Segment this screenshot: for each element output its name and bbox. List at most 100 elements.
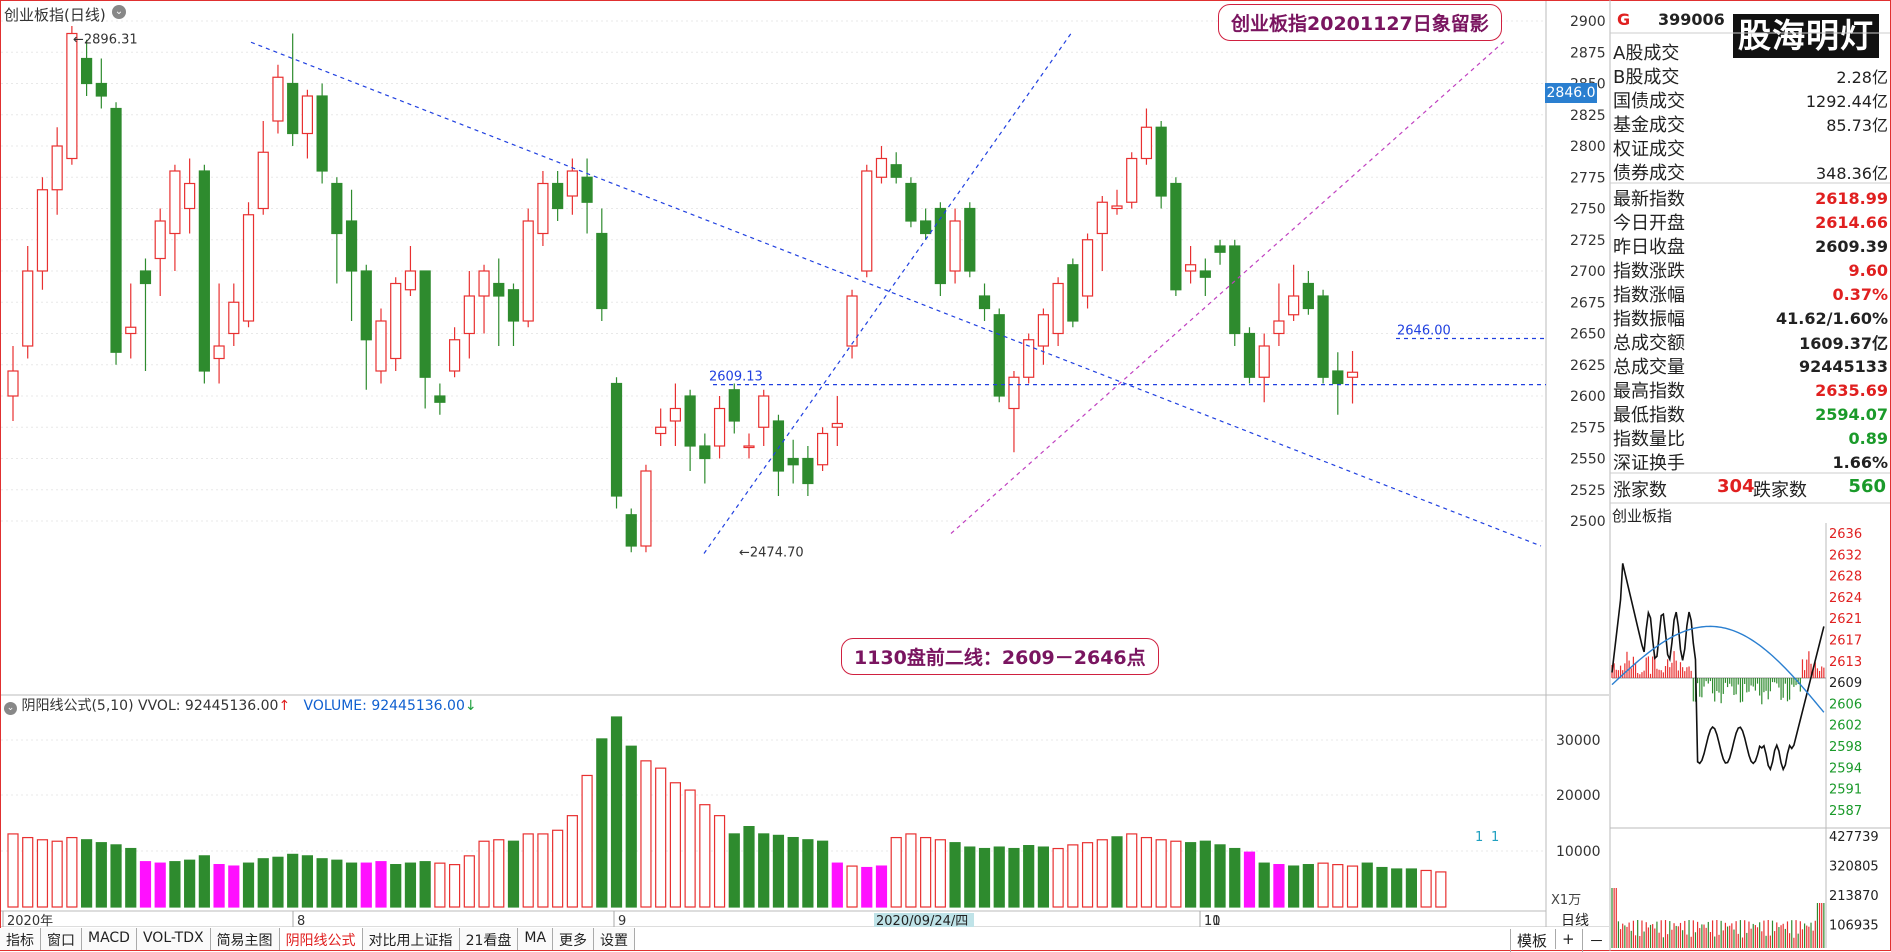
volume-bar: [1214, 844, 1226, 908]
candle-body: [22, 270, 34, 347]
volume-bar: [699, 804, 711, 908]
volume-bar: [345, 862, 358, 908]
stat-label: 指数量比: [1613, 429, 1685, 450]
volume-bar: [1332, 864, 1344, 908]
volume-bar: [1184, 842, 1197, 908]
chart-title: 创业板指(日线): [4, 6, 106, 24]
candle-body: [890, 164, 902, 178]
unit-label: X1万: [1551, 893, 1581, 908]
mini-volume-tick: 106935: [1829, 919, 1879, 934]
candle-body: [507, 289, 520, 322]
volume-bar: [1405, 868, 1418, 908]
stat-label: 今日开盘: [1613, 213, 1685, 234]
volume-bar: [125, 847, 137, 908]
volume-bar: [566, 815, 578, 908]
candle-body: [139, 270, 152, 285]
stat-value: 2609.39: [1815, 236, 1888, 256]
volume-label: VOLUME: 92445136.00: [303, 698, 465, 714]
volume-mark: 1: [1475, 830, 1483, 845]
tab-MACD[interactable]: MACD: [82, 928, 137, 950]
period-label: 日线: [1561, 913, 1589, 927]
stat-value: 0.89: [1848, 428, 1888, 448]
volume-bar: [1229, 847, 1241, 908]
candle-body: [993, 314, 1005, 397]
mini-price-tick: 2617: [1829, 634, 1862, 649]
stat-value: 2614.66: [1815, 212, 1888, 232]
tab-简易主图[interactable]: 简易主图: [210, 928, 280, 950]
volume-bar: [596, 738, 608, 908]
quote-panel-lines: [1609, 0, 1890, 951]
quote-row-label: 权证成交: [1613, 139, 1685, 160]
mini-price-tick: 2598: [1829, 740, 1862, 755]
intraday-chart[interactable]: 2636 2632 2628 2624 2621 2617 2613 2609 2606 2602…: [1610, 523, 1890, 948]
candle-body: [964, 207, 976, 272]
tab-阴阳线公式[interactable]: 阴阳线公式: [279, 928, 363, 950]
volume-bar: [610, 716, 623, 908]
candle-body: [1111, 205, 1123, 210]
candle-body: [66, 32, 78, 160]
volume-bar: [625, 745, 637, 908]
stat-value: 41.62/1.60%: [1776, 308, 1888, 328]
volume-bar: [640, 760, 652, 908]
candle-body: [625, 514, 637, 547]
callout-top: 创业板指20201127日象留影: [1218, 4, 1502, 41]
volume-settings-icon[interactable]: ⌄: [4, 702, 17, 715]
x-axis-label: 9: [618, 914, 626, 927]
template-button[interactable]: 模板: [1510, 929, 1553, 952]
x-axis-label: 10: [1204, 914, 1221, 927]
chart-settings-icon[interactable]: ⌄: [112, 5, 126, 19]
candle-body: [1288, 295, 1300, 316]
tab-设置[interactable]: 设置: [594, 928, 636, 950]
volume-bar: [934, 839, 946, 908]
volume-bar: [272, 856, 284, 908]
volume-bar: [1008, 847, 1020, 908]
stat-label: 最低指数: [1613, 405, 1685, 426]
y-tick-label: 2750: [1570, 202, 1606, 218]
zoom-out-button[interactable]: －: [1582, 929, 1610, 952]
candle-body: [669, 407, 682, 422]
tab-指标[interactable]: 指标: [0, 928, 41, 950]
volume-bar: [522, 833, 534, 908]
adv-value: 304: [1717, 476, 1755, 497]
zoom-in-button[interactable]: +: [1555, 929, 1581, 949]
tab-MA[interactable]: MA: [518, 928, 554, 950]
mini-price-line: [1611, 563, 1825, 772]
volume-bar: [184, 859, 196, 908]
quote-row-label: 国债成交: [1613, 91, 1685, 112]
indicator-tabs: 指标 窗口 MACD VOL-TDX 简易主图 阴阳线公式 对比用上证指 21看盘 MA 更多 设置: [0, 928, 1600, 950]
stat-label: 最高指数: [1613, 381, 1685, 402]
volume-y-tick: 30000: [1556, 733, 1601, 749]
stat-row: 深证换手 1.66%: [1613, 450, 1888, 475]
candle-body: [449, 339, 461, 372]
candle-body: [699, 445, 711, 460]
stat-label: 昨日收盘: [1613, 237, 1685, 258]
candle-body: [213, 345, 225, 360]
candle-body: [934, 207, 946, 285]
volume-bar: [213, 864, 225, 908]
dec-label: 跌家数: [1753, 480, 1807, 501]
stat-value: 2618.99: [1815, 188, 1888, 208]
mini-average-line: [1611, 625, 1825, 713]
uptrend-line: [703, 33, 1072, 554]
y-tick-label: 2525: [1570, 483, 1606, 499]
dec-value: 560: [1848, 476, 1886, 497]
tab-更多[interactable]: 更多: [553, 928, 595, 950]
volume-bar: [1140, 836, 1153, 908]
stat-value: 9.60: [1848, 260, 1888, 280]
tab-VOL-TDX[interactable]: VOL-TDX: [136, 928, 211, 950]
candle-body: [1332, 370, 1344, 385]
stat-value: 92445133: [1798, 356, 1888, 376]
mini-price-tick: 2587: [1829, 804, 1862, 819]
tab-对比用上证指[interactable]: 对比用上证指: [362, 928, 460, 950]
candle-body: [566, 170, 578, 197]
volume-bar: [758, 833, 770, 908]
candlestick-chart[interactable]: 2900287528502825280027752750272527002675…: [1, 1, 1609, 927]
volume-arrow-icon: ↓: [464, 698, 477, 714]
candle-body: [198, 170, 210, 372]
candle-body: [1229, 245, 1241, 335]
tab-21看盘[interactable]: 21看盘: [459, 928, 519, 950]
volume-bar: [669, 782, 682, 908]
tab-窗口[interactable]: 窗口: [41, 928, 82, 950]
volume-bar: [1346, 865, 1359, 908]
candle-body: [831, 422, 843, 428]
